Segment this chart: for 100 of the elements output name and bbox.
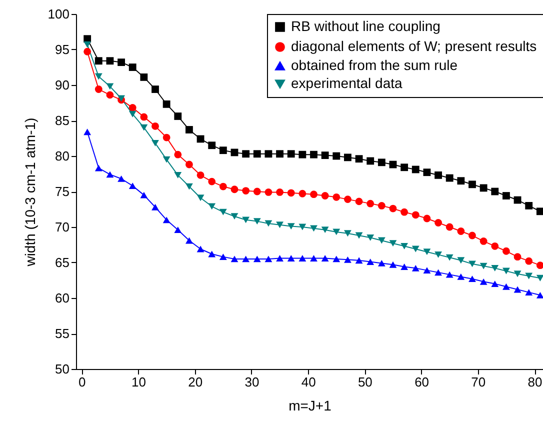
point — [423, 168, 431, 176]
point — [94, 164, 102, 172]
point — [230, 186, 238, 194]
point — [276, 255, 284, 262]
y-tick-label: 90 — [55, 78, 70, 92]
point — [152, 86, 159, 93]
point — [344, 196, 352, 204]
point — [423, 248, 431, 256]
point — [355, 155, 363, 163]
point — [196, 246, 204, 252]
point — [491, 188, 499, 196]
point — [208, 178, 216, 186]
point — [152, 204, 159, 210]
legend-label: obtained from the sum rule — [291, 57, 458, 73]
point — [366, 200, 374, 208]
point — [140, 73, 148, 81]
point — [468, 232, 476, 240]
point — [389, 240, 397, 247]
point — [491, 242, 499, 250]
point — [412, 166, 420, 174]
point — [208, 250, 216, 258]
point — [525, 289, 533, 296]
point — [332, 256, 340, 262]
point — [491, 264, 499, 272]
point — [366, 234, 374, 241]
point — [344, 256, 352, 263]
point — [186, 126, 193, 134]
point — [219, 182, 227, 190]
point — [480, 238, 488, 245]
point — [378, 260, 386, 266]
point — [106, 83, 114, 90]
point — [389, 204, 397, 212]
point — [84, 48, 92, 56]
point — [208, 203, 216, 210]
point — [355, 198, 363, 206]
point — [434, 219, 442, 226]
point — [434, 251, 442, 258]
y-tick-label: 75 — [55, 184, 70, 199]
point — [355, 257, 363, 264]
point — [253, 188, 261, 196]
point — [457, 228, 465, 235]
point — [298, 255, 306, 262]
y-tick-label: 100 — [48, 6, 70, 22]
y-tick-label: 50 — [55, 362, 70, 376]
point — [186, 160, 193, 168]
point — [502, 283, 510, 290]
point — [355, 232, 363, 239]
point — [84, 41, 92, 48]
point — [152, 140, 159, 146]
point — [162, 134, 170, 142]
point — [253, 218, 261, 225]
point — [434, 171, 442, 179]
point — [400, 242, 408, 250]
point — [310, 150, 318, 158]
point — [242, 256, 250, 262]
point — [276, 150, 284, 158]
point — [321, 255, 329, 262]
point — [389, 261, 397, 268]
point — [525, 257, 533, 265]
point — [152, 122, 159, 130]
point — [457, 257, 465, 264]
point — [196, 171, 204, 179]
point — [84, 128, 92, 136]
point — [321, 226, 329, 234]
x-tick-label: 70 — [471, 374, 486, 390]
point — [525, 272, 533, 280]
point — [298, 224, 306, 230]
point — [106, 91, 114, 99]
point — [253, 150, 261, 158]
legend-label: diagonal elements of W; present results — [291, 38, 537, 54]
point — [514, 286, 522, 293]
point — [480, 262, 488, 270]
y-axis-title: width (10-3 cm-1 atm-1) — [22, 118, 38, 268]
point — [378, 158, 386, 166]
point — [412, 211, 420, 219]
point — [174, 112, 182, 120]
point — [446, 254, 454, 261]
point — [174, 150, 182, 158]
point — [174, 226, 182, 234]
point — [491, 280, 499, 288]
point — [525, 202, 533, 210]
y-tick-label: 55 — [55, 326, 70, 341]
point — [344, 154, 352, 162]
point — [446, 223, 454, 231]
point — [287, 189, 295, 197]
point — [264, 256, 272, 262]
y-tick-label: 80 — [55, 148, 70, 164]
point — [434, 269, 442, 276]
point — [446, 271, 454, 278]
point — [162, 156, 170, 163]
x-axis-title: m=J+1 — [288, 398, 332, 414]
point — [186, 183, 193, 190]
point — [468, 276, 476, 282]
point — [366, 258, 374, 265]
point — [230, 213, 238, 220]
x-tick-label: 30 — [244, 374, 260, 390]
point — [480, 184, 488, 192]
point — [276, 188, 284, 196]
x-tick-label: 80 — [528, 374, 542, 390]
point — [378, 202, 386, 210]
